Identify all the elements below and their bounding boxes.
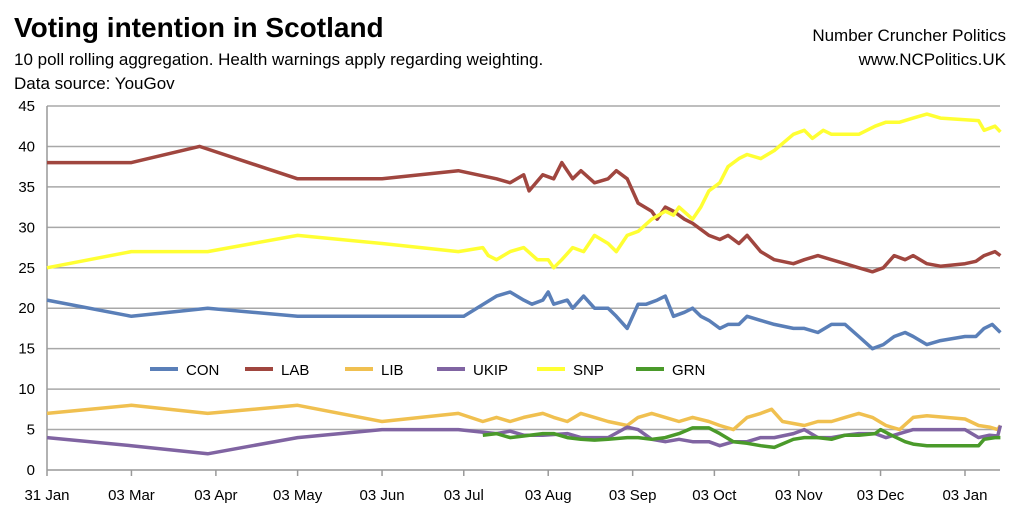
x-tick-label: 03 Jan [942, 487, 987, 504]
brand-url: www.NCPolitics.UK [858, 50, 1006, 69]
x-tick-label: 03 Nov [775, 487, 823, 504]
y-tick-label: 40 [18, 138, 35, 155]
x-tick-label: 03 Jul [444, 487, 484, 504]
x-tick-label: 03 Dec [857, 487, 905, 504]
x-tick-label: 03 Mar [108, 487, 155, 504]
x-tick-label: 03 May [273, 487, 323, 504]
series-line-grn [482, 426, 1001, 450]
y-tick-label: 10 [18, 381, 35, 398]
legend-label-snp: SNP [573, 362, 604, 379]
y-tick-label: 25 [18, 260, 35, 277]
x-tick-label: 03 Sep [609, 487, 657, 504]
x-tick-label: 03 Oct [692, 487, 737, 504]
x-tick-label: 31 Jan [24, 487, 69, 504]
series-line-ukip [46, 425, 1003, 456]
y-tick-label: 20 [18, 300, 35, 317]
x-tick-label: 03 Aug [525, 487, 572, 504]
y-tick-label: 5 [27, 422, 35, 439]
y-tick-label: 45 [18, 98, 35, 115]
legend-label-ukip: UKIP [473, 362, 508, 379]
legend-label-con: CON [186, 362, 219, 379]
series-line-con [46, 290, 1002, 351]
chart-title: Voting intention in Scotland [14, 12, 384, 43]
y-tick-label: 15 [18, 341, 35, 358]
y-tick-label: 30 [18, 219, 35, 236]
series-line-snp [46, 112, 1002, 270]
brand-name: Number Cruncher Politics [812, 26, 1006, 45]
data-source: Data source: YouGov [14, 74, 175, 93]
chart-subtitle: 10 poll rolling aggregation. Health warn… [14, 50, 544, 69]
y-tick-label: 0 [27, 462, 35, 479]
x-tick-label: 03 Jun [360, 487, 405, 504]
legend-label-grn: GRN [672, 362, 705, 379]
series-line-lab [47, 144, 1002, 274]
x-tick-label: 03 Apr [194, 487, 237, 504]
series-line-lib [46, 403, 1002, 432]
legend-label-lab: LAB [281, 362, 309, 379]
legend-label-lib: LIB [381, 362, 404, 379]
y-tick-label: 35 [18, 179, 35, 196]
